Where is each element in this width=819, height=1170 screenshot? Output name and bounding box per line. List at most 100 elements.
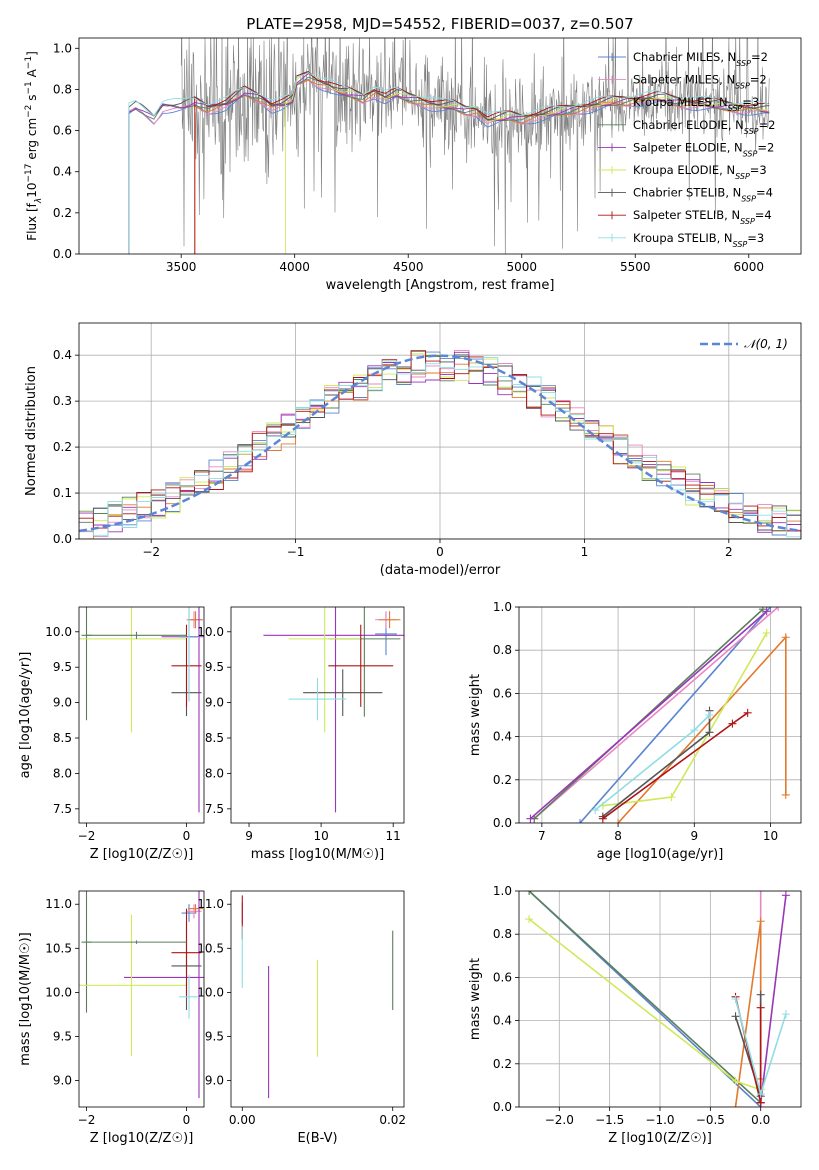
age-vs-mass-point-2: [378, 611, 401, 629]
massweight-vs-age-ytick-label: 0.8: [493, 643, 512, 657]
spectrum-ytick-label: 0.2: [53, 206, 72, 220]
age-vs-z-point-7: [171, 624, 202, 707]
residual-histogram-xtick-label: 2: [725, 545, 733, 559]
massweight-vs-z-ytick-label: 1.0: [493, 884, 512, 898]
massweight-vs-age-marker-2-2: [781, 790, 790, 799]
massweight-vs-z-xtick-label: 0.0: [751, 1113, 770, 1127]
residual-histogram-xtick-label: −1: [287, 545, 305, 559]
massweight-vs-z-frame: [518, 890, 802, 1108]
massweight-vs-age-ytick-label: 0.0: [493, 816, 512, 830]
mass-vs-z-ylabel: mass [log10(M/M☉)]: [18, 932, 33, 1065]
panel-massweight-vs-age: 7 8 9 10 0.0 0.2 0.4 0.6 0.8 1.0 age [log10(age/yr…: [468, 600, 802, 862]
figure-title: PLATE=2958, MJD=54552, FIBERID=0037, z=0…: [246, 15, 633, 33]
mass-vs-ebv-xtick-label: 0.00: [229, 1113, 256, 1127]
massweight-vs-z-marker-5-1: [731, 1077, 740, 1086]
massweight-vs-age-xlabel: age [log10(age/yr)]: [597, 847, 724, 862]
massweight-vs-age-ytick-label: 0.6: [493, 686, 512, 700]
legend-label-5: Kroupa ELODIE, NSSP=3: [633, 163, 767, 181]
massweight-vs-z-marker-7-2: [756, 1003, 765, 1012]
age-vs-mass-ytick-label: 8.0: [205, 766, 224, 780]
residual-histogram-ytick-label: 0.2: [53, 440, 72, 454]
massweight-vs-z-ytick-label: 0.6: [493, 970, 512, 984]
age-vs-z-xlabel: Z [log10(Z/Z☉)]: [90, 847, 194, 862]
massweight-vs-z-marker-4-1: [781, 891, 790, 900]
spectrum-model-2: [194, 79, 770, 254]
spectrum-ytick-label: 1.0: [53, 41, 72, 55]
mass-vs-ebv-ytick-label: 9.0: [205, 1074, 224, 1088]
age-vs-z-ytick-label: 10.0: [45, 625, 72, 639]
massweight-vs-z-ytick-label: 0.2: [493, 1057, 512, 1071]
spectrum-xtick-label: 5500: [620, 260, 651, 274]
massweight-vs-age-xtick-label: 7: [538, 829, 546, 843]
age-vs-mass-point-8: [288, 677, 347, 721]
massweight-vs-age-marker-7-2: [743, 708, 752, 717]
massweight-vs-age-marker-0-1: [766, 607, 775, 611]
massweight-vs-age-plot-area: [519, 607, 801, 823]
mass-vs-ebv-frame: [230, 890, 405, 1108]
legend-label-7: Salpeter STELIB, NSSP=4: [633, 208, 772, 226]
massweight-vs-age-xtick-label: 8: [614, 829, 622, 843]
residual-histogram-plot-area: [79, 323, 801, 539]
spectrum-legend: Chabrier MILES, NSSP=2 Salpeter MILES, NS…: [598, 50, 775, 248]
age-vs-z-point-9: [86, 631, 187, 639]
histogram-model-8: [79, 356, 801, 538]
spectrum-xtick-label: 6000: [734, 260, 765, 274]
massweight-vs-z-xtick-label: −1.0: [645, 1113, 674, 1127]
mass-vs-z-xtick-label: 0: [183, 1113, 191, 1127]
massweight-vs-age-marker-4-0: [526, 814, 535, 823]
panel-spectrum: 3500 4000 4500 5000 5500 6000 0.0 0.2 0.4 0.6 0.8 1…: [24, 37, 802, 293]
massweight-vs-z-marker-7-1: [756, 1098, 765, 1107]
massweight-vs-age-ytick-label: 0.4: [493, 730, 512, 744]
massweight-vs-age-marker-7-1: [728, 719, 737, 728]
mass-vs-z-ytick-label: 11.0: [45, 897, 72, 911]
legend-label-4: Salpeter ELODIE, NSSP=2: [633, 140, 774, 158]
age-vs-mass-point-4: [263, 607, 404, 813]
panel-mass-vs-z: −2 0 9.0 9.5 10.0 10.5 11.0 Z [log10(Z/Z☉)] mass…: [18, 890, 205, 1146]
massweight-vs-z-xtick-label: −1.5: [595, 1113, 624, 1127]
age-vs-z-point-5: [79, 607, 187, 733]
spectrum-xtick-label: 5000: [506, 260, 537, 274]
massweight-vs-age-marker-1-1: [774, 607, 783, 611]
age-vs-mass-xtick-label: 9: [245, 829, 253, 843]
mass-vs-z-point-4: [124, 891, 204, 1099]
massweight-vs-z-xlabel: Z [log10(Z/Z☉)]: [608, 1131, 712, 1146]
spectrum-model-8: [128, 72, 770, 254]
legend-label-3: Chabrier ELODIE, NSSP=2: [633, 118, 775, 136]
age-vs-mass-plot-area: [263, 607, 404, 813]
massweight-vs-age-marker-5-1: [667, 793, 676, 802]
age-vs-mass-xlabel: mass [log10(M/M☉)]: [251, 847, 384, 862]
spectrum-frame: [78, 37, 802, 255]
legend-label-0: Chabrier MILES, NSSP=2: [633, 50, 768, 68]
mass-vs-z-point-7: [171, 908, 202, 997]
residual-histogram-ytick-label: 0.3: [53, 394, 72, 408]
mass-vs-z-ytick-label: 10.0: [45, 985, 72, 999]
massweight-vs-age-series-7: [602, 712, 749, 820]
age-vs-z-ytick-label: 7.5: [53, 802, 72, 816]
massweight-vs-age-marker-8-2: [705, 711, 714, 719]
mass-vs-ebv-ytick-label: 10.5: [197, 941, 224, 955]
mass-vs-z-xtick-label: −2: [78, 1113, 96, 1127]
spectrum-ytick-label: 0.0: [53, 247, 72, 261]
spectrum-xlabel: wavelength [Angstrom, rest frame]: [326, 278, 555, 293]
spectrum-ytick-label: 0.8: [53, 82, 72, 96]
massweight-vs-z-ytick-label: 0.0: [493, 1100, 512, 1114]
mass-vs-ebv-xtick-label: 0.02: [379, 1113, 406, 1127]
massweight-vs-age-marker-8-0: [591, 806, 600, 815]
residual-histogram-xtick-label: −2: [142, 545, 160, 559]
massweight-vs-age-ytick-label: 1.0: [493, 600, 512, 614]
massweight-vs-z-marker-2-0: [731, 1103, 740, 1107]
spectrum-xtick-label: 4000: [279, 260, 310, 274]
mass-vs-z-ytick-label: 10.5: [45, 941, 72, 955]
spectrum-model-6: [128, 70, 770, 254]
age-vs-z-frame: [78, 606, 205, 824]
residual-histogram-xtick-label: 0: [436, 545, 444, 559]
massweight-vs-z-ytick-label: 0.8: [493, 927, 512, 941]
plots-layer: 3500 4000 4500 5000 5500 6000 0.0 0.2 0.4 0.6 0.8 1…: [18, 37, 802, 1146]
massweight-vs-z-marker-5-0: [525, 915, 534, 924]
residual-histogram-ytick-label: 0.1: [53, 486, 72, 500]
age-vs-z-ytick-label: 8.0: [53, 766, 72, 780]
age-vs-mass-frame: [230, 606, 405, 824]
mass-vs-ebv-ytick-label: 10.0: [197, 985, 224, 999]
massweight-vs-z-ylabel: mass weight: [468, 958, 483, 1040]
